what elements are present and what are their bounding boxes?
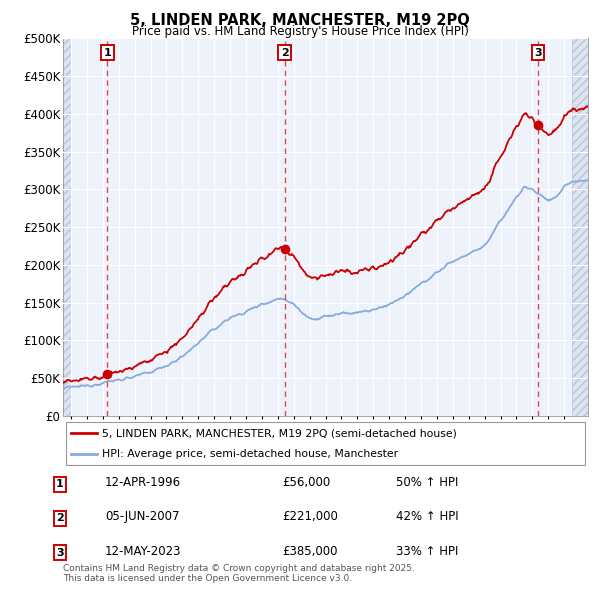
Text: 3: 3 bbox=[56, 548, 64, 558]
FancyBboxPatch shape bbox=[65, 422, 586, 466]
Text: 1: 1 bbox=[56, 479, 64, 489]
Text: £221,000: £221,000 bbox=[282, 510, 338, 523]
Text: HPI: Average price, semi-detached house, Manchester: HPI: Average price, semi-detached house,… bbox=[103, 449, 398, 459]
Text: 2: 2 bbox=[281, 48, 289, 58]
Bar bbox=[63, 38, 71, 416]
Bar bbox=[572, 38, 588, 416]
Text: 3: 3 bbox=[534, 48, 542, 58]
Text: 5, LINDEN PARK, MANCHESTER, M19 2PQ (semi-detached house): 5, LINDEN PARK, MANCHESTER, M19 2PQ (sem… bbox=[103, 428, 457, 438]
Bar bbox=[63, 38, 71, 416]
Text: 50% ↑ HPI: 50% ↑ HPI bbox=[396, 476, 458, 489]
Text: 2: 2 bbox=[56, 513, 64, 523]
Text: 33% ↑ HPI: 33% ↑ HPI bbox=[396, 545, 458, 558]
Text: £385,000: £385,000 bbox=[282, 545, 337, 558]
Text: Price paid vs. HM Land Registry's House Price Index (HPI): Price paid vs. HM Land Registry's House … bbox=[131, 25, 469, 38]
Text: 1: 1 bbox=[103, 48, 111, 58]
Text: 12-MAY-2023: 12-MAY-2023 bbox=[105, 545, 182, 558]
Text: 42% ↑ HPI: 42% ↑ HPI bbox=[396, 510, 458, 523]
Text: £56,000: £56,000 bbox=[282, 476, 330, 489]
Text: 12-APR-1996: 12-APR-1996 bbox=[105, 476, 181, 489]
Text: Contains HM Land Registry data © Crown copyright and database right 2025.
This d: Contains HM Land Registry data © Crown c… bbox=[63, 563, 415, 583]
Text: 5, LINDEN PARK, MANCHESTER, M19 2PQ: 5, LINDEN PARK, MANCHESTER, M19 2PQ bbox=[130, 13, 470, 28]
Text: 05-JUN-2007: 05-JUN-2007 bbox=[105, 510, 179, 523]
Bar bbox=[572, 38, 588, 416]
